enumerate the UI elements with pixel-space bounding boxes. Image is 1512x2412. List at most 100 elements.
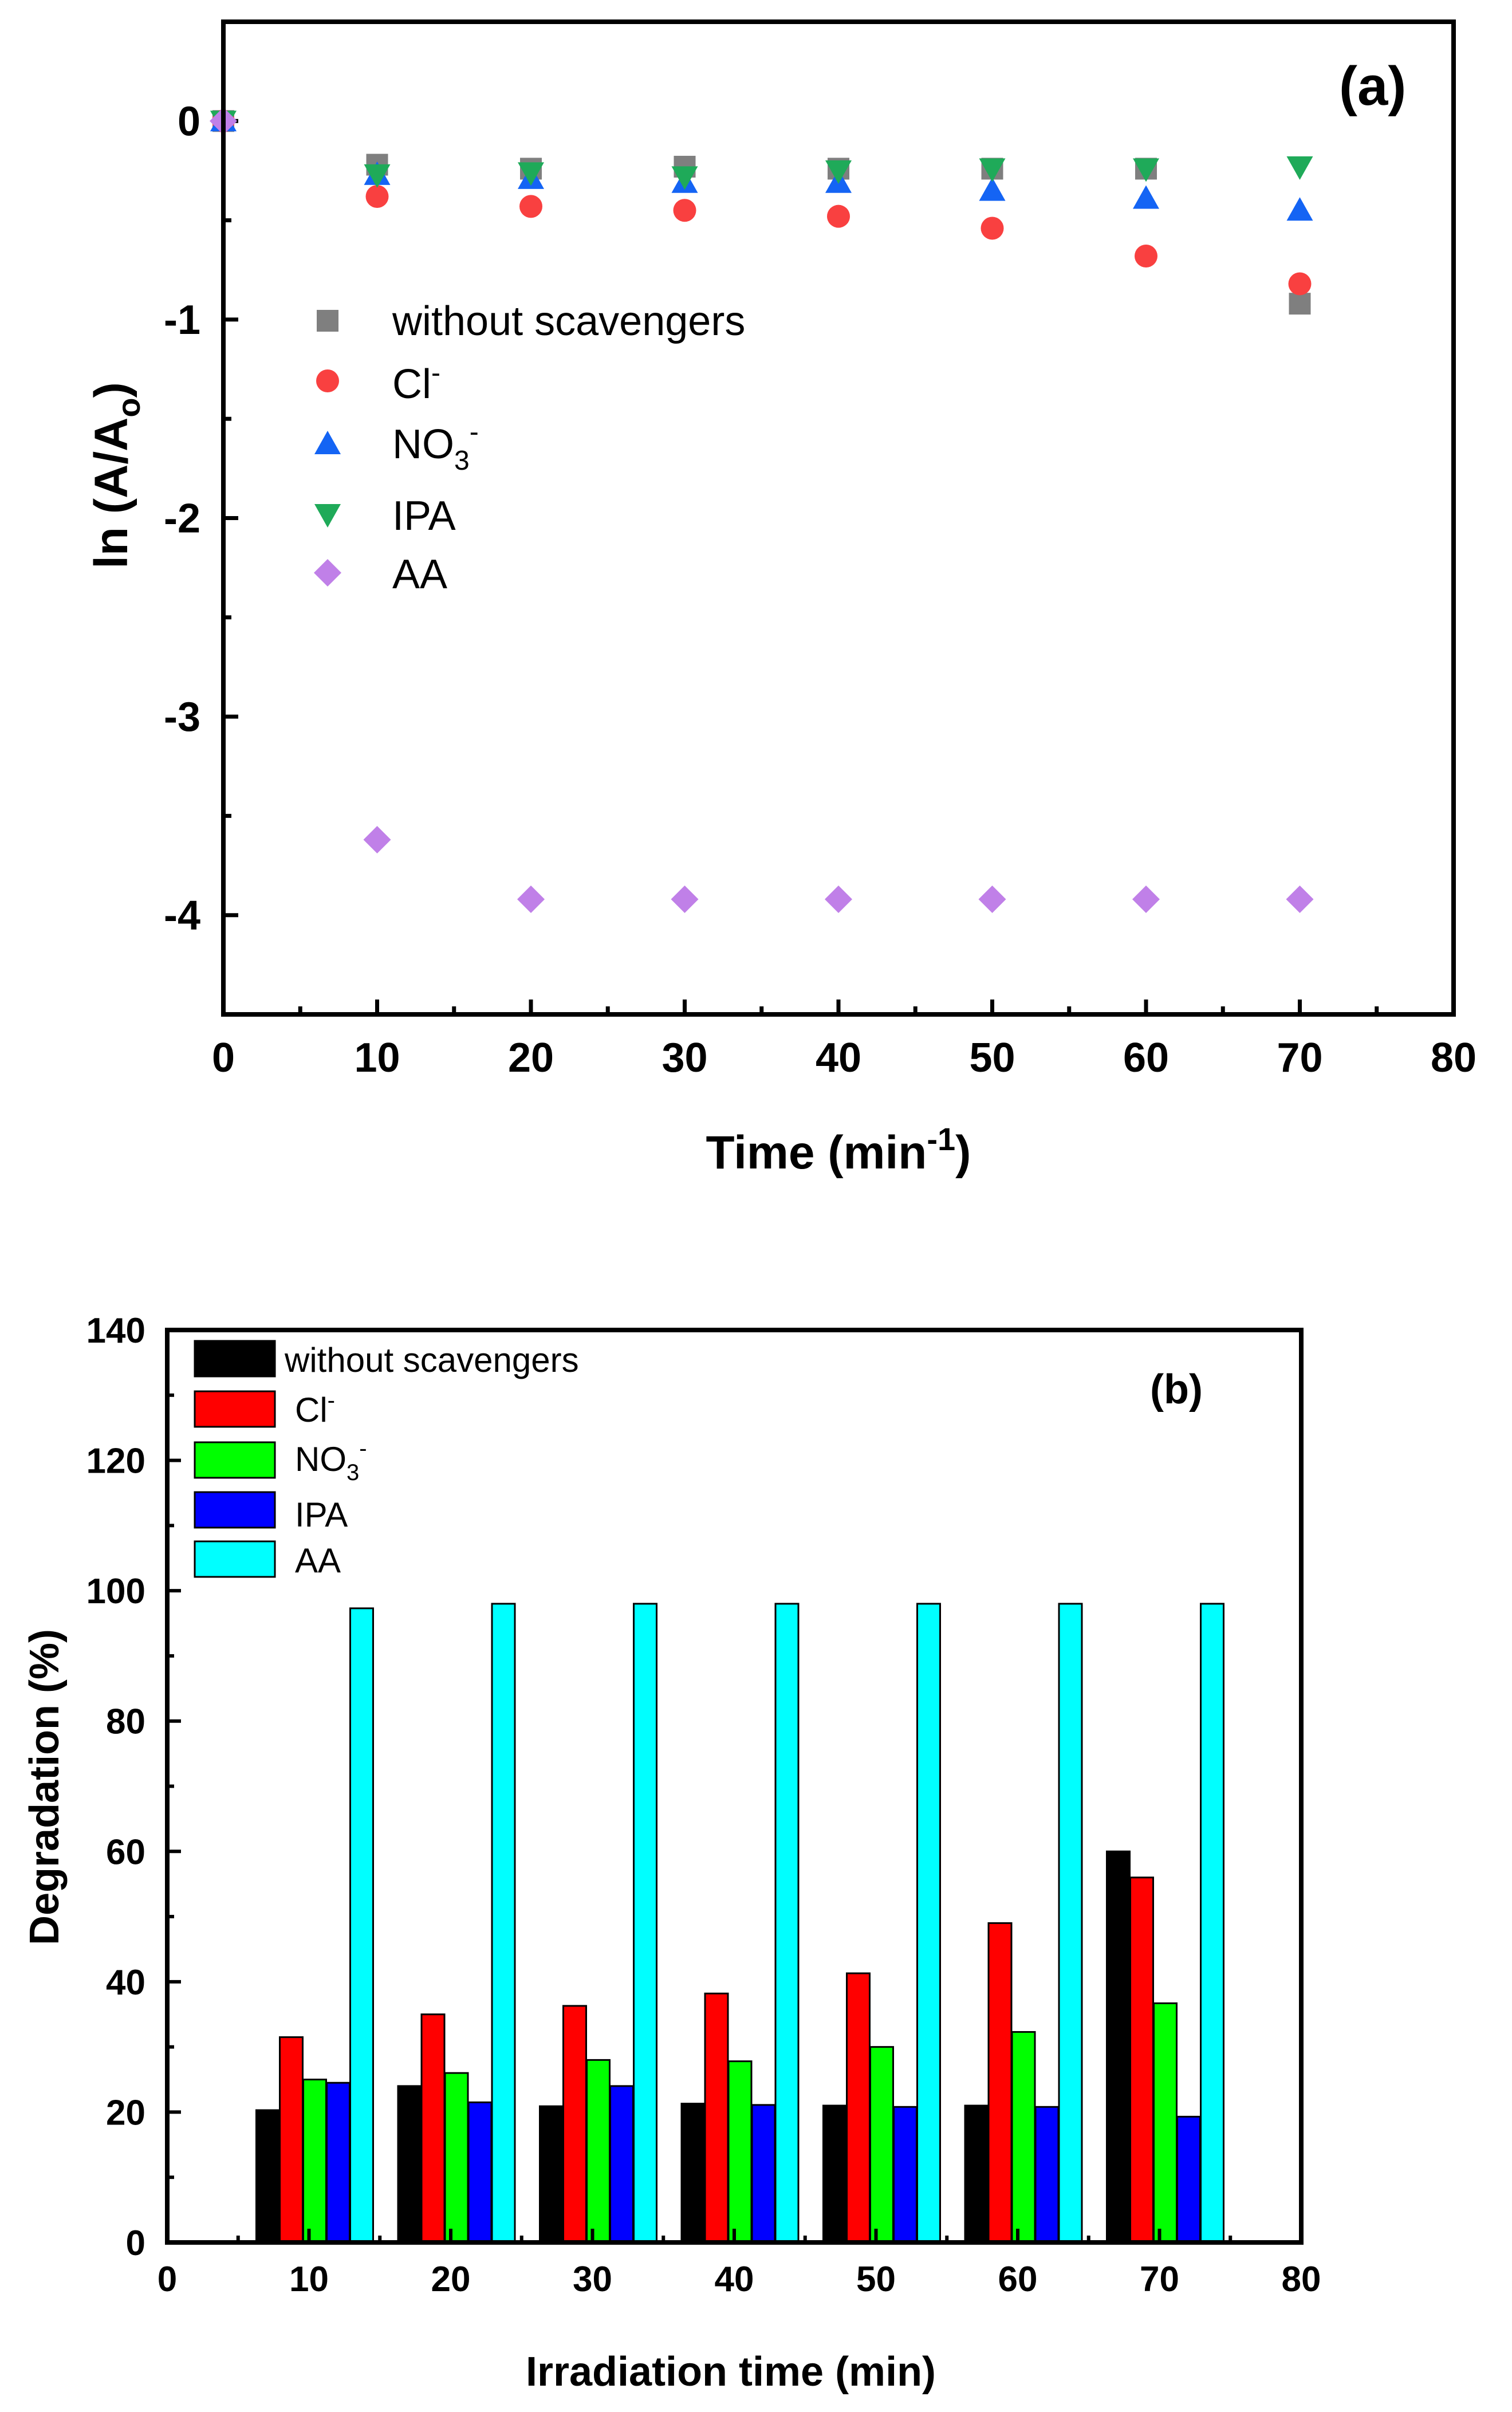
legend-a-label-aa: AA: [392, 552, 447, 597]
panel-b-label: (b): [1150, 1367, 1203, 1412]
point-a-no: [979, 177, 1006, 201]
point-a-ipa: [1133, 158, 1159, 182]
point-a-no: [1133, 185, 1159, 209]
bar-without-scavengers-40: [680, 2103, 706, 2244]
panel-b-x-tick-label: 30: [573, 2260, 612, 2299]
legend-b-swatch-aa: [194, 1540, 276, 1578]
panel-b-tick-labels: 0 10 20 30 40 50 60 70 80 0 20 40 60 80 100 120 140: [86, 1311, 1321, 2299]
panel-a-y-axis-label: ln (A/Ao): [85, 382, 147, 569]
point-a-cl: [365, 185, 389, 208]
bar-no-10: [302, 2079, 327, 2244]
bar-aa-70: [1200, 1603, 1224, 2244]
bar-ipa-30: [609, 2085, 634, 2244]
panel-a-x-tick-label: 70: [1277, 1035, 1322, 1081]
panel-b-y-tick-label: 100: [86, 1572, 145, 1611]
bar-ipa-20: [467, 2101, 493, 2244]
bar-ipa-60: [1034, 2106, 1060, 2244]
panel-a-y-tick-label: -3: [164, 694, 200, 740]
legend-b-swatch-ipa: [194, 1491, 276, 1529]
panel-b-y-tick-label: 20: [106, 2093, 145, 2132]
point-a-aa: [1286, 885, 1314, 913]
panel-b-x-tick-label: 70: [1140, 2260, 1179, 2299]
point-a-ipa: [671, 166, 698, 190]
point-a-aa: [1132, 885, 1160, 913]
legend-a-label-ipa: IPA: [392, 493, 456, 539]
panel-a-y-tick-label: -1: [164, 297, 200, 343]
point-a-cl: [1288, 272, 1312, 296]
bar-aa-10: [349, 1607, 374, 2244]
panel-a-x-tick-label: 30: [662, 1035, 707, 1081]
point-a-ipa: [364, 164, 391, 188]
point-a-ipa: [518, 162, 544, 186]
legend-b-swatch-no: [194, 1441, 276, 1479]
point-a-aa: [363, 825, 391, 853]
panel-a-y-tick-label: -4: [164, 893, 200, 939]
panel-a-scatter-chart: 0 10 20 30 40 50 60 70 80 0 -1 -2 -3 -4 (a) without s…: [85, 19, 1476, 1179]
bar-ipa-40: [751, 2104, 776, 2244]
legend-a-marker-without-scavengers: [317, 310, 338, 332]
bar-cl-50: [846, 1972, 871, 2244]
panel-b-y-tick-label: 140: [86, 1311, 145, 1351]
panel-b-x-tick-label: 0: [158, 2260, 177, 2299]
bar-cl-10: [279, 2036, 304, 2244]
panel-b-x-tick-label: 40: [715, 2260, 754, 2299]
bar-aa-50: [916, 1603, 941, 2244]
legend-b-swatch-cl: [194, 1390, 276, 1428]
panel-a-x-tick-label: 20: [508, 1035, 554, 1081]
panel-a-legend: without scavengers Cl- NO3- IPA AA: [314, 298, 745, 597]
panel-b-y-axis-label: Degradation (%): [22, 1629, 68, 1945]
point-a-aa: [517, 885, 545, 913]
point-a-ipa: [825, 160, 852, 184]
legend-b-swatch-without-scavengers: [194, 1340, 276, 1378]
panel-a-x-tick-label: 80: [1431, 1035, 1476, 1081]
panel-b-x-tick-label: 80: [1282, 2260, 1321, 2299]
panel-b-x-axis-label: Irradiation time (min): [526, 2349, 936, 2395]
bar-ipa-10: [326, 2082, 351, 2244]
panel-b-y-tick-label: 0: [126, 2224, 145, 2263]
bar-cl-60: [987, 1922, 1013, 2244]
legend-a-marker-aa: [314, 559, 341, 587]
bar-no-40: [727, 2060, 753, 2244]
panel-b-legend-swatches: [194, 1340, 276, 1578]
panel-a-x-tick-label: 0: [212, 1035, 235, 1081]
point-a-cl: [519, 195, 542, 218]
panel-b-x-tick-label: 20: [431, 2260, 471, 2299]
bar-no-30: [586, 2059, 611, 2244]
point-a-ipa: [1286, 156, 1313, 180]
panel-b-y-tick-label: 80: [106, 1702, 145, 1742]
panel-a-y-tick-label: -2: [164, 496, 200, 542]
bar-ipa-50: [893, 2106, 918, 2244]
panel-a-x-tick-label: 50: [969, 1035, 1015, 1081]
panel-a-label: (a): [1339, 56, 1406, 117]
point-a-ipa: [979, 158, 1006, 182]
bar-cl-30: [562, 2005, 587, 2244]
legend-b-label-aa: AA: [295, 1541, 341, 1580]
panel-b-y-tick-label: 120: [86, 1442, 145, 1481]
point-a-aa: [825, 885, 852, 913]
point-a-no: [1286, 197, 1313, 221]
bar-aa-20: [491, 1603, 516, 2244]
bar-without-scavengers-10: [255, 2109, 280, 2244]
panel-b-y-tick-label: 60: [106, 1832, 145, 1872]
bar-without-scavengers-20: [397, 2085, 422, 2244]
legend-b-label-ipa: IPA: [295, 1496, 348, 1534]
panel-b-x-tick-label: 50: [856, 2260, 896, 2299]
bar-no-50: [869, 2046, 894, 2244]
bar-no-70: [1153, 2002, 1178, 2244]
bar-without-scavengers-30: [539, 2105, 564, 2244]
legend-b-label-cl: Cl-: [295, 1388, 335, 1429]
panel-a-tick-labels: 0 10 20 30 40 50 60 70 80 0 -1 -2 -3 -4: [164, 99, 1476, 1081]
bar-without-scavengers-50: [822, 2104, 847, 2244]
bar-no-20: [444, 2072, 469, 2244]
legend-a-marker-no: [314, 431, 341, 454]
panel-a-x-axis-label: Time (min-1): [706, 1121, 971, 1179]
panel-b-plot-frame: [165, 1328, 1304, 2245]
legend-a-label-no3: NO3-: [392, 417, 479, 476]
panel-a-legend-markers: [314, 310, 341, 587]
legend-b-label-no3: NO3-: [295, 1436, 367, 1485]
bar-no-60: [1011, 2031, 1036, 2244]
panel-b-bars: [255, 1603, 1224, 2244]
legend-a-label-without-scavengers: without scavengers: [392, 298, 745, 344]
bar-aa-40: [774, 1603, 800, 2244]
